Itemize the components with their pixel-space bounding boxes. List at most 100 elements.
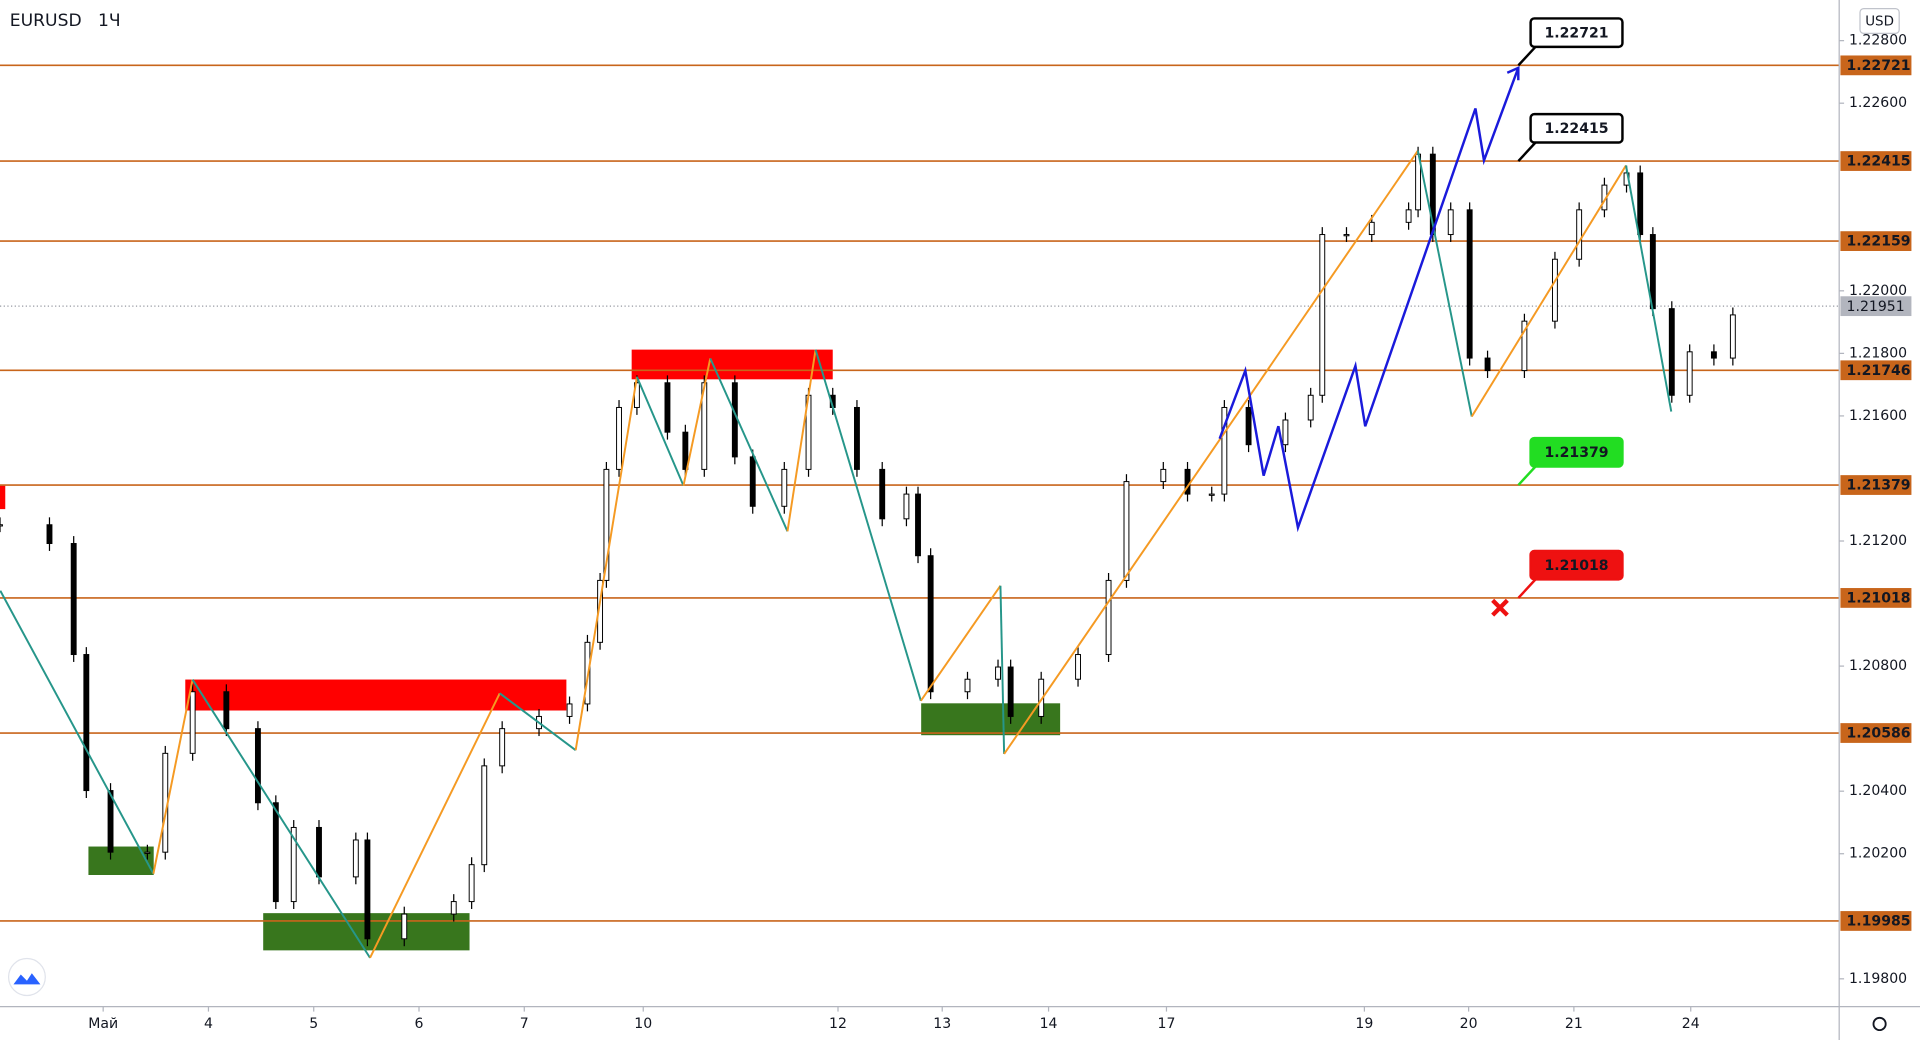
x-tick-label: 13	[933, 1016, 951, 1032]
zone	[921, 703, 1061, 736]
candle	[1245, 406, 1252, 446]
candle	[682, 431, 689, 470]
symbol: EURUSD	[10, 11, 82, 31]
x-tick-label: 6	[415, 1016, 424, 1032]
x-tick-label: 4	[204, 1016, 213, 1032]
x-tick-label: 17	[1158, 1016, 1176, 1032]
callout-label: 1.21379	[1544, 445, 1608, 461]
candle	[1668, 308, 1675, 396]
logo-mark	[13, 973, 41, 985]
x-tick-label: 24	[1682, 1016, 1700, 1032]
level-label-bg	[1840, 723, 1912, 743]
zigzag-leg	[1003, 150, 1419, 755]
x-tick-label: 21	[1565, 1016, 1583, 1032]
callout-pointer	[1517, 141, 1537, 162]
y-tick-label: 1.20200	[1849, 846, 1907, 862]
zone	[0, 485, 6, 510]
zone	[631, 349, 833, 380]
candle	[144, 851, 151, 854]
level-label-bg	[1840, 911, 1912, 931]
candle	[1208, 493, 1215, 496]
candle	[927, 555, 934, 693]
candle	[352, 839, 359, 878]
candle	[1710, 351, 1717, 359]
level-label-bg	[1840, 231, 1912, 251]
zigzag-leg	[636, 376, 685, 487]
x-tick-label: 14	[1040, 1016, 1058, 1032]
candle	[854, 406, 860, 470]
candle	[1319, 234, 1326, 396]
currency[interactable]: USD	[1865, 14, 1894, 30]
current-price-label: 1.21951	[1847, 299, 1905, 315]
level-label: 1.22415	[1847, 154, 1911, 170]
interval[interactable]: 1Ч	[98, 11, 121, 31]
candle	[450, 901, 457, 915]
y-tick-label: 1.20400	[1849, 783, 1907, 799]
projection-arrow	[1506, 65, 1520, 81]
zigzag-leg	[1625, 165, 1673, 412]
candle	[1307, 394, 1314, 421]
logo[interactable]	[7, 957, 46, 997]
candle	[603, 468, 610, 581]
callout-label: 1.22415	[1544, 121, 1608, 137]
candle	[254, 728, 261, 804]
candle	[1466, 209, 1473, 359]
candle	[1484, 357, 1491, 372]
candle	[1405, 209, 1412, 223]
candle	[1576, 209, 1583, 260]
candle	[781, 468, 788, 507]
level-label: 1.21379	[1847, 478, 1911, 494]
current-price-bg	[1840, 296, 1912, 317]
level-label-bg	[1840, 588, 1912, 608]
candle	[1729, 314, 1736, 359]
level-label: 1.22721	[1847, 58, 1911, 74]
callout-pointer	[1517, 465, 1537, 486]
level-label: 1.21018	[1847, 591, 1911, 607]
candle	[731, 382, 738, 458]
currency-button[interactable]	[1859, 8, 1900, 34]
candle	[1282, 419, 1289, 446]
candle	[401, 913, 408, 940]
y-tick-label: 1.21800	[1849, 345, 1907, 361]
level-label-bg	[1840, 475, 1912, 495]
candle	[879, 468, 886, 520]
candle	[316, 826, 322, 878]
candle	[1686, 351, 1693, 396]
candle	[1637, 172, 1644, 236]
candle	[1075, 654, 1081, 680]
zigzag-leg	[152, 679, 194, 874]
level-label-bg	[1840, 151, 1912, 171]
zigzag-leg	[814, 349, 922, 702]
zigzag-leg	[1416, 150, 1473, 417]
candle	[1343, 234, 1350, 237]
candle	[107, 790, 114, 853]
callout-label: 1.21018	[1544, 558, 1608, 574]
candle	[1105, 579, 1112, 656]
level-label: 1.20586	[1847, 726, 1911, 742]
x-tick-label: Май	[88, 1016, 118, 1032]
zigzag-leg	[1470, 164, 1627, 418]
zigzag-leg	[786, 349, 817, 532]
callout-label: 1.22721	[1544, 25, 1608, 41]
y-tick-label: 1.21200	[1849, 533, 1907, 549]
candle	[1551, 258, 1558, 322]
callout	[1529, 549, 1624, 581]
x-tick-label: 5	[309, 1016, 318, 1032]
callout	[1529, 17, 1624, 49]
callout-pointer	[1517, 45, 1537, 67]
y-tick-label: 1.22000	[1849, 283, 1907, 299]
candle	[1368, 221, 1375, 236]
zigzag-leg	[999, 585, 1006, 754]
x-tick-label: 10	[634, 1016, 652, 1032]
callout-pointer	[1517, 578, 1537, 599]
candle	[364, 839, 371, 940]
stop-mark	[1491, 598, 1509, 617]
candle	[1447, 209, 1454, 236]
level-label-bg	[1840, 360, 1912, 381]
level-label: 1.22159	[1847, 234, 1911, 250]
x-tick-label: 7	[520, 1016, 529, 1032]
settings-icon[interactable]	[1872, 1016, 1887, 1032]
zone	[88, 846, 154, 875]
zigzag-leg	[920, 585, 1002, 702]
